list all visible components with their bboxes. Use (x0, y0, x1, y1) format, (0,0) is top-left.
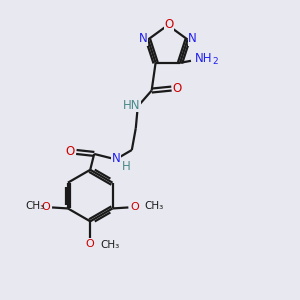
Text: O: O (42, 202, 50, 212)
Text: 2: 2 (212, 57, 218, 66)
Text: N: N (112, 152, 120, 165)
Text: CH₃: CH₃ (25, 202, 44, 212)
Text: H: H (122, 160, 130, 173)
Text: NH: NH (195, 52, 213, 65)
Text: O: O (173, 82, 182, 95)
Text: N: N (139, 32, 148, 45)
Text: O: O (66, 146, 75, 158)
Text: O: O (164, 18, 173, 31)
Text: O: O (130, 202, 139, 212)
Text: CH₃: CH₃ (100, 240, 119, 250)
Text: N: N (188, 32, 197, 45)
Text: CH₃: CH₃ (144, 202, 164, 212)
Text: HN: HN (123, 99, 141, 112)
Text: O: O (86, 239, 94, 249)
